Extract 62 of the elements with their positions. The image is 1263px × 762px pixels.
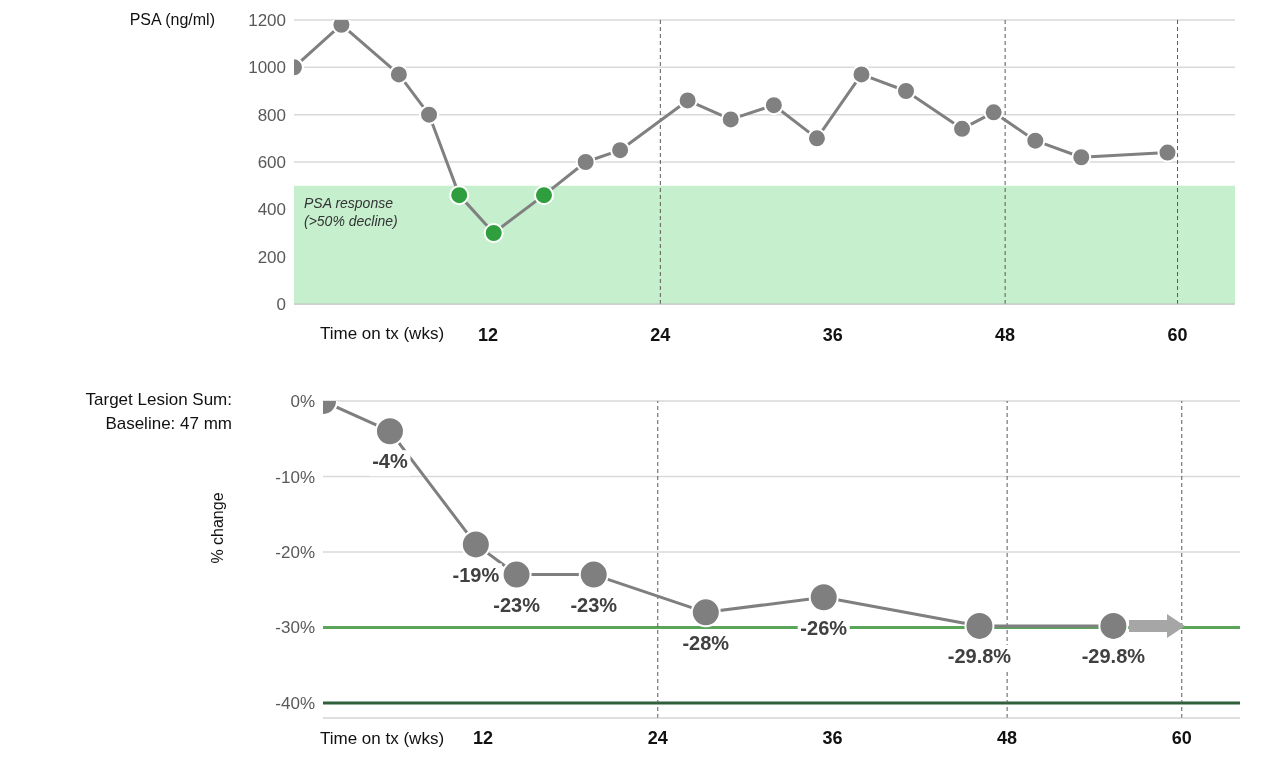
- y-tick-label: -30%: [275, 618, 315, 638]
- x-tick-label: 60: [1171, 727, 1192, 748]
- x-tick-label: 48: [995, 324, 1016, 345]
- point: [690, 597, 721, 628]
- point: [1098, 610, 1129, 641]
- data-label: -29.8%: [947, 645, 1012, 668]
- y-tick-label: 0%: [290, 392, 315, 412]
- point: [374, 416, 405, 447]
- point: [720, 109, 741, 130]
- x-tick-label: 36: [822, 727, 843, 748]
- y-tick-label: 1200: [248, 11, 286, 31]
- y-tick-label: 400: [257, 200, 286, 220]
- band-label: PSA response (>50% decline): [304, 194, 398, 229]
- point: [578, 559, 609, 590]
- point: [483, 223, 504, 243]
- x-axis-title: Time on tx (wks): [320, 728, 445, 750]
- x-tick-label: 24: [647, 727, 668, 748]
- point: [964, 610, 995, 641]
- point: [952, 118, 973, 139]
- point: [677, 90, 698, 111]
- x-axis-title: Time on tx (wks): [320, 323, 445, 345]
- data-label: -19%: [452, 563, 500, 586]
- data-label: -23%: [570, 593, 618, 616]
- y-tick-label: 0: [276, 295, 286, 315]
- point: [851, 64, 872, 85]
- y-tick-label: 1000: [248, 58, 286, 78]
- y-axis-title: % change: [208, 491, 227, 566]
- data-label: -29.8%: [1081, 645, 1146, 668]
- point: [460, 529, 491, 560]
- point: [983, 102, 1004, 123]
- point: [388, 64, 409, 85]
- text: Target Lesion Sum: Baseline: 47 mm: [84, 389, 232, 435]
- x-tick-label: 60: [1167, 324, 1188, 345]
- y-tick-label: 600: [257, 153, 286, 173]
- data-label: -26%: [800, 616, 848, 639]
- x-tick-label: 12: [473, 727, 494, 748]
- data-label: -4%: [372, 450, 408, 473]
- x-tick-label: 12: [477, 324, 498, 345]
- point: [1157, 142, 1178, 163]
- point: [533, 185, 554, 206]
- point: [763, 95, 784, 116]
- point: [419, 104, 440, 125]
- point: [806, 128, 827, 149]
- point: [610, 140, 631, 161]
- y-tick-label: 200: [257, 247, 286, 267]
- point: [1071, 147, 1092, 168]
- y-tick-label: 800: [257, 105, 286, 125]
- y-tick-label: -20%: [275, 542, 315, 562]
- data-label: -28%: [682, 631, 730, 654]
- point: [896, 81, 917, 101]
- point: [449, 185, 470, 206]
- y-axis-title: PSA (ng/ml): [128, 10, 215, 30]
- point: [1025, 130, 1046, 151]
- data-label: -23%: [493, 593, 541, 616]
- point: [808, 582, 839, 613]
- y-tick-label: -40%: [275, 693, 315, 713]
- x-tick-label: 36: [822, 324, 843, 345]
- x-tick-label: 24: [650, 324, 671, 345]
- point: [501, 559, 532, 590]
- y-tick-label: -10%: [275, 467, 315, 487]
- point: [575, 152, 596, 172]
- x-tick-label: 48: [997, 727, 1018, 748]
